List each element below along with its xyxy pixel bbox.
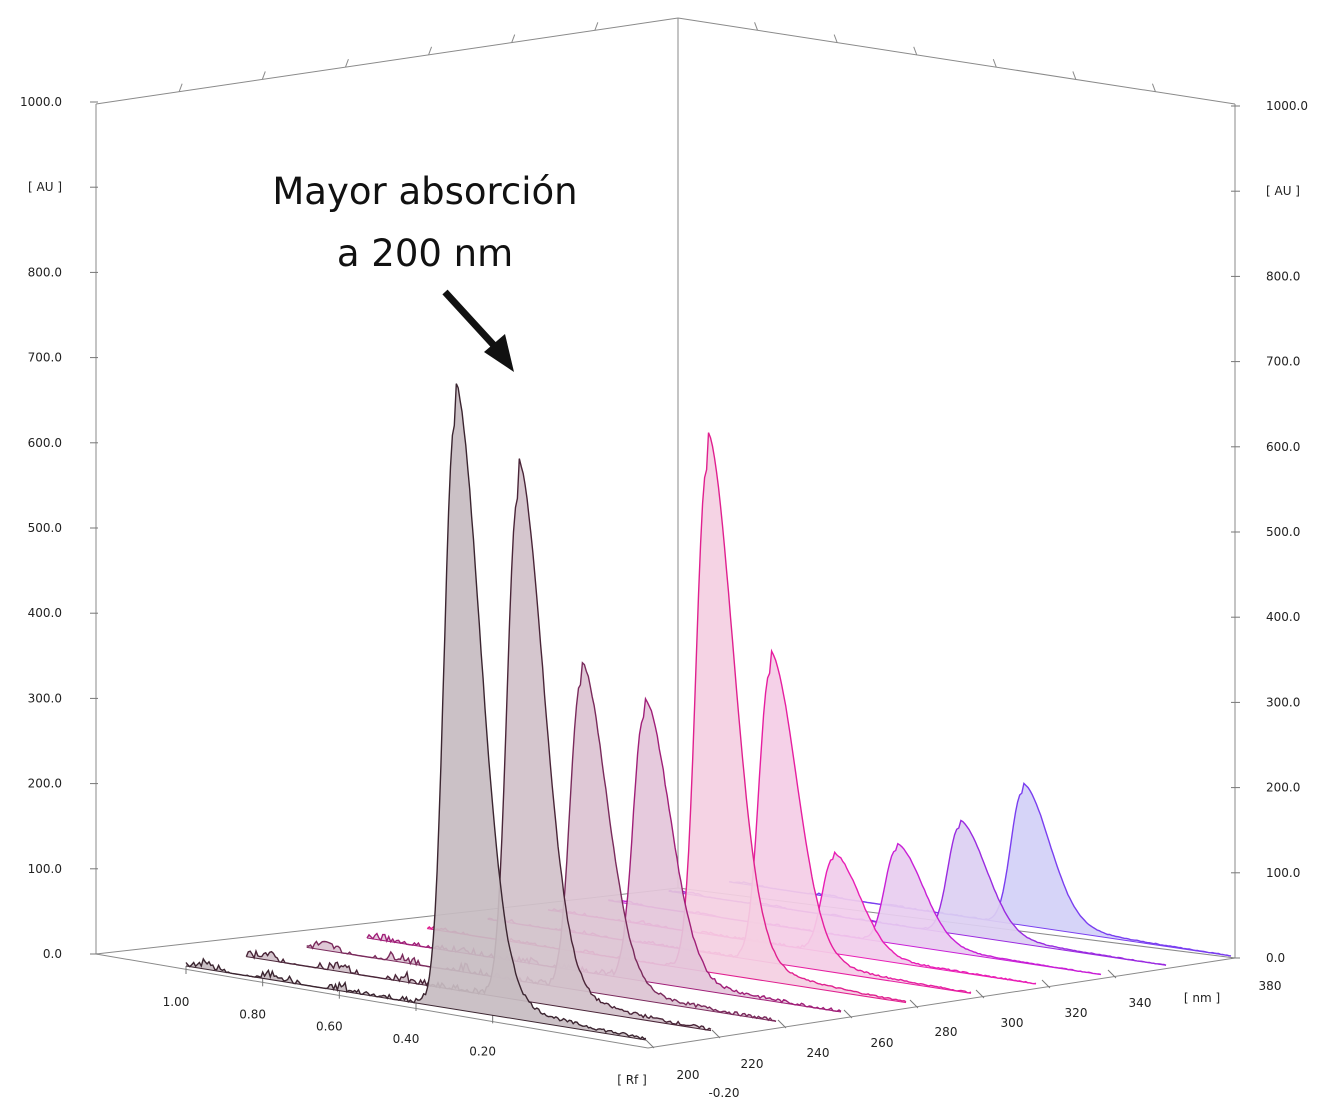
top-tick	[511, 34, 516, 43]
box-edge	[95, 953, 649, 1049]
rf-tick-label: 0.40	[393, 1032, 420, 1046]
nm-tick-label: 200	[677, 1068, 700, 1082]
y-tick-label-right: 400.0	[1266, 610, 1300, 624]
nm-tick-label: 300	[1001, 1016, 1024, 1030]
y-unit-label-right: [ AU ]	[1266, 184, 1300, 198]
top-tick	[1072, 71, 1077, 80]
nm-tick	[1041, 979, 1051, 989]
annotation-line-2: a 200 nm	[337, 232, 513, 275]
nm-tick	[711, 1029, 721, 1039]
y-tick-label-left: 600.0	[28, 436, 62, 450]
rf-tick-label: 1.00	[163, 995, 190, 1009]
y-tick-label-left: 500.0	[28, 521, 62, 535]
top-tick	[1151, 83, 1156, 92]
nm-tick	[909, 999, 919, 1009]
rf-tick-label: 0.60	[316, 1020, 343, 1034]
nm-tick	[843, 1009, 853, 1019]
y-tick-label-left: 400.0	[28, 606, 62, 620]
y-tick-label-left: 700.0	[28, 351, 62, 365]
nm-tick	[1107, 969, 1117, 979]
box-edge	[647, 957, 1236, 1049]
box-edge	[677, 17, 1236, 105]
nm-tick-label: 280	[935, 1025, 958, 1039]
nm-unit-label: [ nm ]	[1184, 991, 1220, 1005]
y-unit-label-left: [ AU ]	[28, 180, 62, 194]
y-tick-label-right: 800.0	[1266, 269, 1300, 283]
y-tick-label-right: 200.0	[1266, 781, 1300, 795]
y-tick-label-left: 800.0	[28, 265, 62, 279]
series-baseline-200	[185, 965, 647, 1041]
series-group	[185, 383, 1232, 1041]
rf-tick-label: -0.20	[708, 1086, 739, 1100]
rf-unit-label: [ Rf ]	[617, 1073, 647, 1087]
nm-tick-label: 240	[807, 1046, 830, 1060]
y-tick-label-right: 100.0	[1266, 866, 1300, 880]
nm-tick-label: 340	[1129, 996, 1152, 1010]
box-edge	[95, 17, 679, 105]
y-tick-label-left: 200.0	[28, 777, 62, 791]
nm-tick	[777, 1019, 787, 1029]
nm-tick	[975, 989, 985, 999]
y-tick-label-right: 700.0	[1266, 355, 1300, 369]
top-tick	[261, 71, 266, 80]
top-tick	[594, 22, 599, 31]
y-tick-label-right: 0.0	[1266, 951, 1285, 965]
rf-tick-label: 0.20	[469, 1044, 496, 1058]
annotation-group: Mayor absorción a 200 nm	[272, 170, 578, 372]
y-tick-label-right: 300.0	[1266, 695, 1300, 709]
top-tick	[833, 34, 838, 43]
y-tick-label-right: 500.0	[1266, 525, 1300, 539]
tick-labels: 0.0 0.0 100.0 100.0 200.0 200.0 300.0 300.0 400.…	[20, 95, 1308, 1100]
annotation-arrowhead	[484, 334, 514, 372]
nm-tick	[645, 1039, 655, 1049]
top-tick	[344, 58, 349, 68]
y-tick-label-left: 300.0	[28, 691, 62, 705]
y-tick-label-left: 100.0	[28, 862, 62, 876]
y-tick-label-right: 600.0	[1266, 440, 1300, 454]
nm-tick-label: 260	[871, 1036, 894, 1050]
y-tick-label-left: 0.0	[43, 947, 62, 961]
y-tick-label-right: 1000.0	[1266, 99, 1308, 113]
top-tick	[178, 83, 183, 92]
annotation-arrow	[442, 289, 503, 355]
annotation-line-1: Mayor absorción	[272, 170, 577, 213]
top-tick	[992, 58, 997, 68]
series-line-200	[185, 383, 647, 1040]
nm-tick-label: 320	[1065, 1006, 1088, 1020]
top-tick	[428, 46, 433, 56]
top-tick	[754, 22, 759, 31]
rf-tick-label: 0.80	[239, 1007, 266, 1021]
axis-ticks	[90, 22, 1240, 1049]
top-tick	[913, 46, 918, 56]
nm-tick-label: 380	[1259, 979, 1282, 993]
nm-tick-label: 220	[741, 1057, 764, 1071]
y-tick-label-left: 1000.0	[20, 95, 62, 109]
